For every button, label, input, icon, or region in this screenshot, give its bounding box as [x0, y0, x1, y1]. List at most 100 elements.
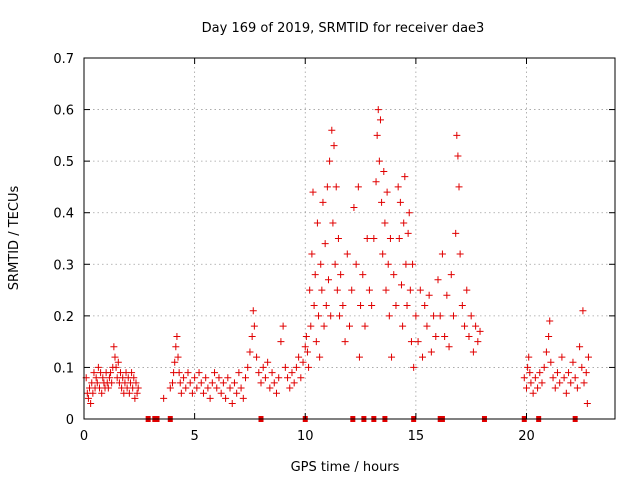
data-point — [414, 338, 422, 346]
x-tick-label: 0 — [80, 429, 88, 444]
data-point — [434, 276, 442, 284]
data-point — [111, 353, 119, 361]
data-point — [425, 291, 433, 299]
y-tick-label: 0.7 — [53, 52, 74, 67]
data-point — [412, 312, 420, 320]
data-point — [93, 379, 101, 387]
data-point — [445, 343, 453, 351]
data-point — [175, 369, 183, 377]
y-tick-label: 0.1 — [53, 361, 74, 376]
data-point — [104, 384, 112, 392]
data-point — [540, 363, 548, 371]
data-point — [385, 312, 393, 320]
chart-title: Day 169 of 2019, SRMTID for receiver dae… — [202, 21, 485, 36]
data-point — [441, 332, 449, 340]
data-point — [567, 379, 575, 387]
data-point — [580, 379, 588, 387]
data-point — [370, 235, 378, 242]
data-point — [341, 338, 349, 346]
data-point — [427, 348, 435, 356]
data-point — [469, 348, 477, 356]
data-point — [107, 369, 115, 377]
y-ticks: 0 0.1 0.2 0.3 0.4 0.5 0.6 0.7 — [53, 52, 615, 428]
data-point — [284, 374, 292, 382]
data-point — [308, 250, 316, 258]
data-point — [383, 188, 391, 196]
data-point — [131, 394, 139, 402]
data-point — [213, 384, 221, 392]
data-point — [376, 116, 384, 124]
data-point — [405, 209, 413, 217]
data-point — [292, 363, 300, 371]
data-point — [551, 384, 559, 392]
data-point — [228, 400, 236, 408]
data-point — [99, 374, 107, 382]
data-point — [266, 384, 274, 392]
data-point — [307, 322, 315, 330]
data-point — [410, 363, 418, 371]
data-point — [361, 322, 369, 330]
data-point — [193, 384, 201, 392]
data-point — [224, 374, 232, 382]
data-point — [246, 348, 254, 356]
x-tick-label: 20 — [518, 429, 535, 444]
data-point — [248, 332, 256, 340]
data-point — [195, 369, 203, 377]
data-point — [384, 260, 392, 268]
data-point — [105, 374, 113, 382]
data-point — [430, 312, 438, 320]
data-point — [108, 379, 116, 387]
data-point — [132, 379, 140, 387]
data-point — [250, 322, 258, 330]
data-point — [174, 353, 182, 361]
data-point — [523, 384, 530, 392]
data-point — [409, 260, 417, 268]
data-point — [553, 369, 561, 377]
data-point — [324, 276, 332, 284]
data-point — [330, 142, 338, 150]
data-point — [357, 302, 365, 310]
data-point — [394, 183, 402, 191]
data-point — [339, 302, 347, 310]
data-point — [206, 394, 214, 402]
data-point — [112, 363, 120, 371]
data-point — [525, 353, 533, 361]
data-point — [390, 271, 398, 279]
data-point — [244, 363, 252, 371]
data-point — [313, 219, 321, 227]
data-point — [87, 400, 95, 408]
data-point — [547, 358, 555, 366]
data-point — [226, 384, 234, 392]
data-point — [242, 374, 250, 382]
data-point — [476, 327, 484, 335]
data-point — [395, 235, 403, 242]
data-point — [302, 332, 310, 340]
data-point — [584, 353, 592, 361]
y-tick-label: 0.6 — [53, 104, 74, 119]
data-point — [573, 384, 581, 392]
data-point — [359, 271, 367, 279]
data-point — [406, 286, 414, 294]
data-point — [125, 389, 133, 397]
data-point — [354, 183, 362, 191]
data-point — [407, 338, 415, 346]
data-point — [217, 389, 225, 397]
data-point — [128, 369, 136, 377]
data-point — [474, 338, 482, 346]
data-point — [529, 389, 537, 397]
data-point — [295, 353, 303, 361]
data-point — [327, 312, 335, 320]
data-point — [524, 363, 532, 371]
data-point — [323, 183, 331, 191]
data-point — [397, 281, 405, 289]
data-point — [310, 302, 318, 310]
data-point — [199, 389, 207, 397]
data-point — [378, 198, 386, 206]
data-point — [286, 384, 294, 392]
data-point — [456, 250, 464, 258]
data-marks — [82, 106, 592, 422]
data-point — [171, 358, 179, 366]
data-point — [401, 173, 409, 181]
data-point — [453, 131, 461, 139]
